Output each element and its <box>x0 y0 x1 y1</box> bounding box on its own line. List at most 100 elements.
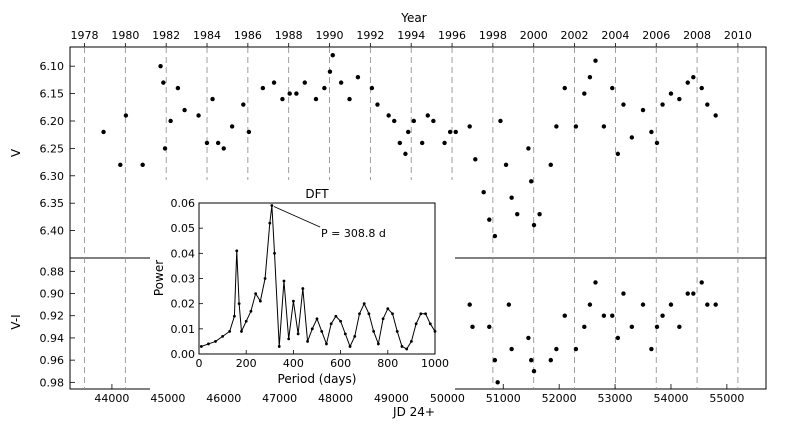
year-tick-label: 2010 <box>724 29 752 42</box>
v-point <box>397 140 403 146</box>
v-point <box>162 146 168 151</box>
v-point <box>473 157 478 162</box>
year-tick-label: 1990 <box>316 29 344 42</box>
v-point <box>587 74 593 80</box>
v-point <box>487 217 492 222</box>
v-point <box>705 102 710 107</box>
inset-point <box>424 312 427 316</box>
v-point <box>481 190 486 195</box>
vi-point <box>582 324 587 330</box>
v-tick-label: 6.20 <box>40 115 65 128</box>
vi-tick-label: 0.90 <box>40 288 65 301</box>
top-axis-ticks: 1978 1980 1982 1984 1986 1988 1990 1992 1994 1996… <box>71 29 752 47</box>
inset-point <box>334 314 338 318</box>
inset-point <box>376 342 380 346</box>
v-point <box>229 124 235 129</box>
top-axis-label: Year <box>400 11 426 25</box>
vi-point <box>691 291 696 296</box>
inset-point <box>358 312 361 316</box>
inset-point <box>428 322 432 326</box>
year-tick-label: 1984 <box>193 29 221 42</box>
v-point <box>621 102 626 107</box>
vi-point <box>526 335 531 341</box>
inset-point <box>386 307 390 311</box>
v-point <box>280 96 285 102</box>
vi-point <box>610 313 615 318</box>
inset-y-tick-label: 0.03 <box>171 273 196 286</box>
v-point <box>161 80 166 85</box>
v-point <box>204 140 210 146</box>
inset-point <box>348 345 352 348</box>
year-tick-label: 1994 <box>397 29 425 42</box>
inset-point <box>273 251 276 255</box>
v-tick-label: 6.10 <box>40 60 65 73</box>
v-tick-label: 6.35 <box>40 197 65 210</box>
inset-y-label: Power <box>152 260 166 296</box>
inset-y-ticks: 0.00 0.01 0.02 0.03 0.04 0.05 0.06 <box>171 197 203 361</box>
vi-point <box>573 346 579 352</box>
vi-point <box>705 302 710 307</box>
v-point <box>369 85 375 91</box>
inset-x-label: Period (days) <box>278 372 357 386</box>
v-point <box>660 102 665 107</box>
year-tick-label: 1988 <box>275 29 303 42</box>
v-point <box>526 146 531 151</box>
vi-point <box>593 280 598 285</box>
inset-point <box>372 329 376 333</box>
v-point <box>375 102 380 107</box>
v-point <box>640 107 646 113</box>
inset-series <box>199 204 437 351</box>
v-point <box>668 91 674 96</box>
vi-point <box>506 302 512 307</box>
inset-point <box>277 345 281 348</box>
v-point <box>355 74 361 80</box>
v-point <box>175 85 181 91</box>
v-point <box>302 80 307 85</box>
vi-point <box>467 302 472 307</box>
inset-background <box>150 180 455 390</box>
v-point <box>467 124 472 129</box>
vi-point <box>713 302 718 307</box>
v-tick-label: 6.25 <box>40 142 65 155</box>
v-tick-label: 6.30 <box>40 170 65 183</box>
year-tick-label: 1992 <box>356 29 384 42</box>
vi-axis-ticks: 0.88 0.90 0.92 0.94 0.96 0.98 <box>40 265 75 389</box>
v-point <box>123 113 129 118</box>
v-point <box>196 113 201 118</box>
inset-point <box>287 337 291 341</box>
inset-point <box>381 317 385 321</box>
annotation-arrow <box>273 206 321 228</box>
inset-point <box>214 340 217 343</box>
inset-point <box>310 327 314 331</box>
vi-point <box>529 357 534 363</box>
inset-point <box>353 334 357 338</box>
v-point <box>654 140 660 146</box>
v-point <box>221 146 226 151</box>
vi-point <box>640 302 646 307</box>
inset-point <box>395 329 399 333</box>
v-point <box>215 140 221 146</box>
inset-point <box>270 204 274 207</box>
v-point <box>294 91 299 96</box>
v-point <box>498 118 503 124</box>
v-point <box>118 162 123 168</box>
v-point <box>582 91 587 96</box>
vi-point <box>587 302 593 307</box>
v-point <box>610 85 615 91</box>
v-point <box>140 162 145 168</box>
v-point <box>537 211 542 217</box>
inset-point <box>199 345 203 348</box>
inset-x-tick-label: 400 <box>283 357 304 370</box>
v-point <box>287 91 292 96</box>
vi-tick-label: 0.96 <box>40 354 65 367</box>
v-point <box>338 80 344 85</box>
vi-tick-label: 0.98 <box>40 376 65 389</box>
inset-point <box>263 277 267 280</box>
inset-y-tick-label: 0.01 <box>171 323 196 336</box>
inset-y-tick-label: 0.06 <box>171 197 196 210</box>
inset-x-tick-label: 0 <box>196 357 203 370</box>
v-point <box>515 211 520 217</box>
vi-point <box>699 280 704 285</box>
v-point <box>548 162 553 168</box>
